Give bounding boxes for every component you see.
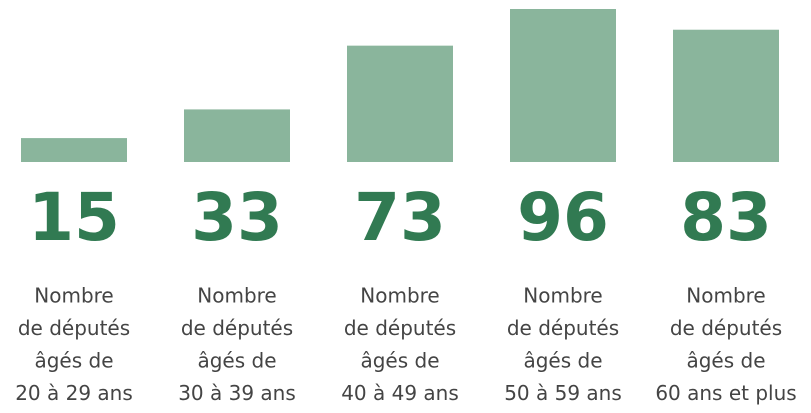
value-label: 33 [191,179,283,256]
bar [184,109,290,162]
bar [673,29,779,162]
category-label: âgés de [34,349,113,373]
category-label: de députés [181,316,293,340]
category-label: 20 à 29 ans [15,381,133,405]
category-label: âgés de [686,349,765,373]
value-label: 73 [354,179,446,256]
category-label: de députés [670,316,782,340]
category-label: 60 ans et plus [655,381,796,405]
category-label: âgés de [360,349,439,373]
value-label: 96 [517,179,609,256]
bar [510,9,616,162]
category-label: de députés [18,316,130,340]
category-label: Nombre [360,284,439,308]
category-label: Nombre [197,284,276,308]
category-label: de députés [507,316,619,340]
category-label: Nombre [523,284,602,308]
category-label: âgés de [197,349,276,373]
category-label: âgés de [523,349,602,373]
category-label: 30 à 39 ans [178,381,296,405]
category-label: Nombre [34,284,113,308]
category-label: 50 à 59 ans [504,381,622,405]
bar [347,45,453,162]
value-label: 83 [680,179,772,256]
bar [21,138,127,162]
category-label: 40 à 49 ans [341,381,459,405]
value-label: 15 [28,179,120,256]
category-label: Nombre [686,284,765,308]
category-label: de députés [344,316,456,340]
